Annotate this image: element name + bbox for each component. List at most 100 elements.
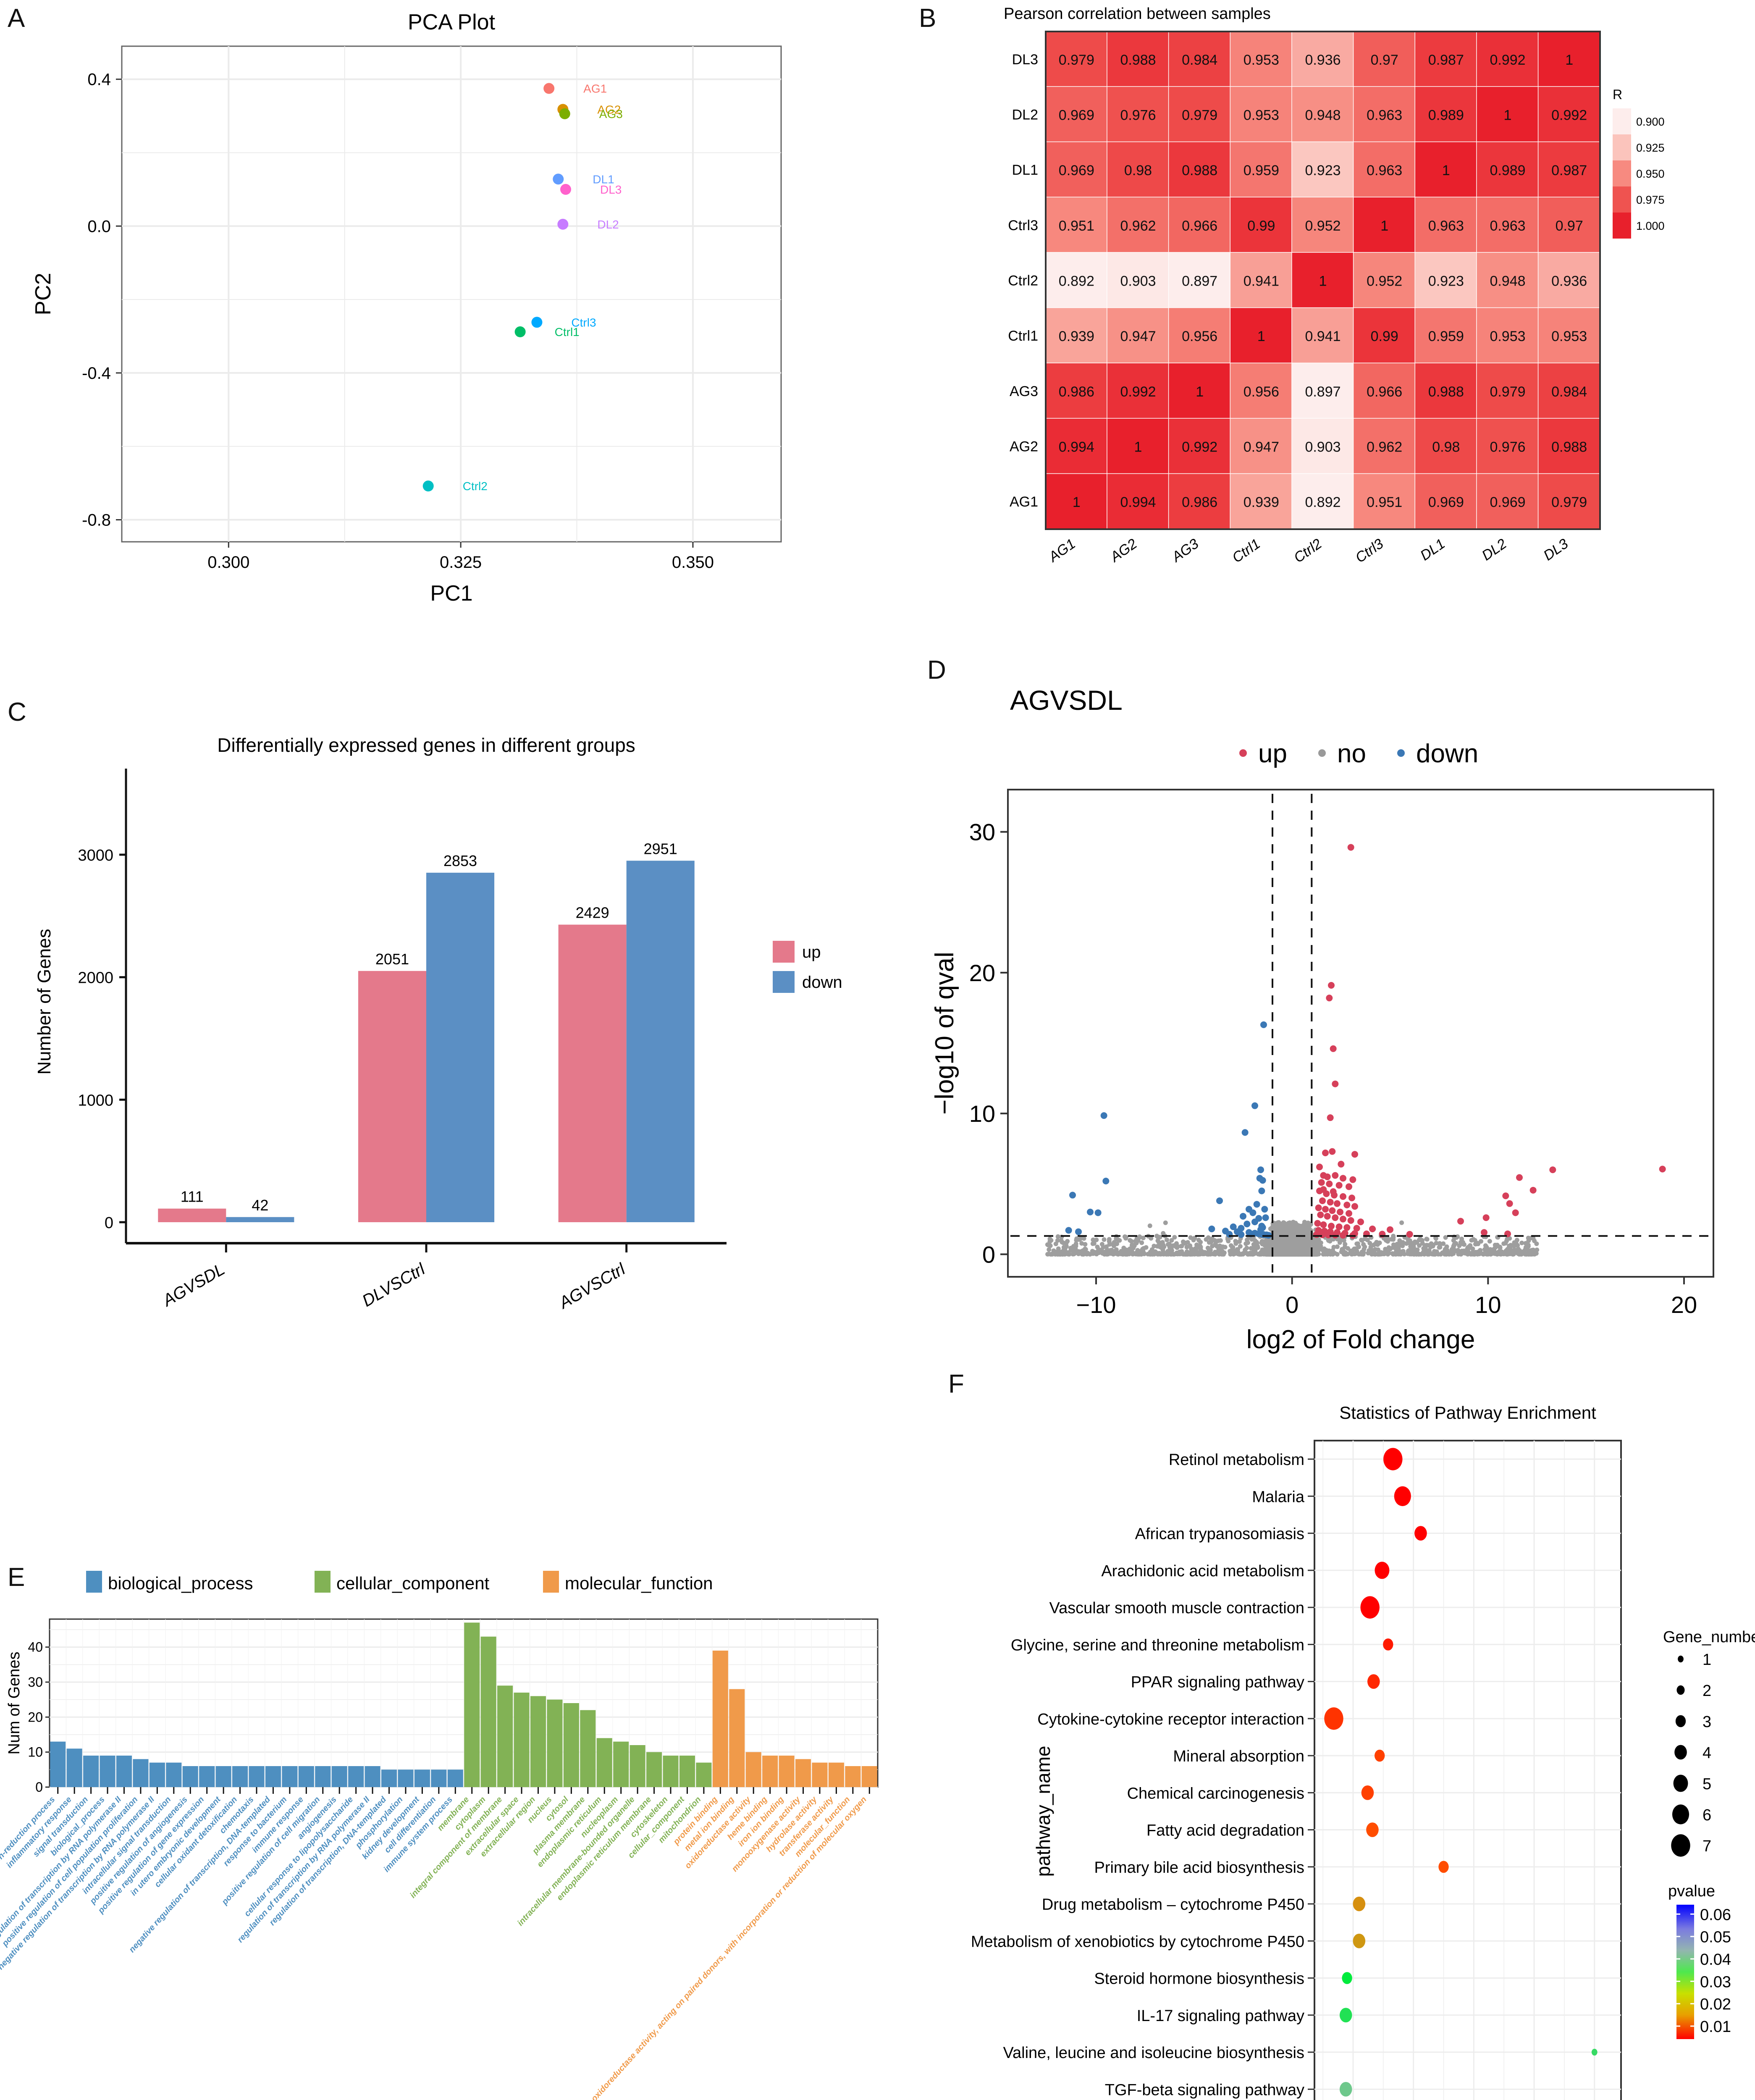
volcano-point-down	[1100, 1112, 1107, 1119]
heatmap-cell-value: 0.923	[1428, 273, 1464, 289]
heatmap-cell-value: 1	[1257, 328, 1265, 344]
volcano-point-no	[1426, 1243, 1431, 1248]
pca-point-label: DL1	[593, 173, 614, 186]
volcano-point-no	[1155, 1238, 1160, 1243]
heatmap-col-label: DL3	[1540, 536, 1571, 564]
volcano-point-no	[1375, 1247, 1380, 1252]
go-bar	[232, 1766, 248, 1787]
y-tick-label: 20	[28, 1709, 43, 1725]
heatmap-border	[1045, 31, 1601, 530]
volcano-point-no	[1498, 1245, 1503, 1250]
volcano-point-no	[1367, 1241, 1372, 1246]
heatmap-row-label: DL2	[1012, 107, 1038, 123]
volcano-point-no	[1075, 1250, 1080, 1255]
volcano-point-no	[1314, 1252, 1319, 1257]
y-tick-label: -0.4	[82, 364, 111, 383]
heatmap-cell-value: 0.984	[1182, 52, 1217, 68]
volcano-point-up	[1326, 995, 1333, 1002]
volcano-point-up	[1549, 1166, 1556, 1173]
volcano-point-no	[1335, 1244, 1340, 1249]
volcano-point-up	[1329, 1207, 1336, 1214]
size-legend-dot	[1678, 1655, 1684, 1663]
volcano-point-no	[1452, 1247, 1457, 1252]
volcano-point-no	[1055, 1234, 1060, 1239]
heatmap-cell	[1169, 32, 1230, 87]
heatmap-cell-value: 0.992	[1120, 384, 1156, 400]
heatmap-cell	[1292, 363, 1353, 418]
go-bar	[630, 1745, 645, 1787]
x-axis-label: PC1	[430, 581, 472, 606]
volcano-point-no	[1442, 1252, 1447, 1257]
heatmap-cell	[1354, 87, 1415, 142]
volcano-point-up	[1340, 1175, 1346, 1182]
volcano-point-down	[1251, 1102, 1258, 1109]
heatmap-cell	[1538, 87, 1600, 142]
bar	[358, 971, 426, 1222]
volcano-point-no	[1399, 1220, 1404, 1225]
volcano-point-no	[1092, 1250, 1097, 1255]
volcano-point-up	[1346, 1183, 1352, 1190]
volcano-point-no	[1348, 1248, 1353, 1253]
volcano-point-no	[1396, 1241, 1401, 1246]
heatmap-cell-value: 0.951	[1367, 494, 1402, 510]
heatmap-cell	[1354, 197, 1415, 252]
volcano-point-no	[1291, 1241, 1296, 1246]
size-legend-label: 5	[1703, 1775, 1711, 1793]
heatmap-cell-value: 0.979	[1059, 52, 1094, 68]
heatmap-cell-value: 0.936	[1305, 52, 1341, 68]
heatmap-cell	[1107, 418, 1168, 473]
heatmap-cell	[1477, 87, 1538, 142]
go-bar	[315, 1766, 331, 1787]
go-bar	[215, 1766, 231, 1787]
volcano-point-down	[1240, 1213, 1246, 1220]
volcano-point-no	[1312, 1244, 1317, 1249]
volcano-point-no	[1259, 1240, 1264, 1245]
pca-point-label: Ctrl3	[571, 316, 596, 329]
pca-point-label: AG3	[599, 108, 623, 121]
volcano-point-up	[1322, 1149, 1329, 1156]
volcano-point-up	[1335, 1223, 1343, 1230]
volcano-point-no	[1047, 1247, 1052, 1252]
volcano-point-no	[1301, 1229, 1306, 1234]
go-bar	[431, 1769, 447, 1787]
volcano-point-up	[1319, 1197, 1326, 1204]
panel-e-letter: E	[8, 1563, 25, 1592]
pathway-dot	[1361, 1785, 1374, 1800]
volcano-point-up	[1332, 1231, 1339, 1239]
pathway-dot	[1394, 1486, 1411, 1506]
volcano-point-up	[1330, 1188, 1337, 1195]
y-tick-label: 30	[969, 819, 995, 845]
x-axis-label: log2 of Fold change	[1246, 1325, 1475, 1354]
volcano-legend-dot	[1318, 749, 1326, 757]
volcano-point-up	[1328, 982, 1335, 989]
heatmap-cell-value: 0.969	[1059, 108, 1094, 123]
heatmap-cell	[1415, 32, 1477, 87]
heatmap-cell-value: 0.97	[1556, 218, 1583, 234]
volcano-point-no	[1238, 1252, 1243, 1257]
heatmap-cell	[1107, 32, 1168, 87]
volcano-point-no	[1231, 1252, 1236, 1257]
volcano-point-no	[1420, 1238, 1425, 1243]
volcano-point-no	[1507, 1236, 1512, 1241]
go-bar	[249, 1766, 265, 1787]
pca-point-label: AG1	[583, 82, 607, 95]
correlation-heatmap: Pearson correlation between samples 0.979…	[1004, 5, 1665, 566]
volcano-point-up	[1328, 1223, 1335, 1230]
pathway-label: Drug metabolism – cytochrome P450	[1042, 1896, 1304, 1914]
heatmap-cell	[1477, 32, 1538, 87]
volcano-point-no	[1226, 1239, 1231, 1244]
heatmap-cell-value: 0.988	[1182, 163, 1217, 178]
volcano-point-no	[1129, 1243, 1134, 1248]
heatmap-row-label: DL3	[1012, 52, 1038, 68]
volcano-point-no	[1329, 1250, 1334, 1255]
volcano-point-no	[1045, 1252, 1050, 1257]
volcano-point-no	[1534, 1241, 1539, 1246]
heatmap-cell-value: 0.962	[1367, 439, 1402, 455]
pathway-label: Steroid hormone biosynthesis	[1094, 1970, 1304, 1988]
heatmap-cell-value: 0.984	[1551, 384, 1587, 400]
pathway-dot	[1383, 1638, 1393, 1651]
volcano-point-no	[1425, 1249, 1430, 1254]
size-legend-dot	[1671, 1834, 1690, 1857]
heatmap-cell-value: 0.988	[1120, 52, 1156, 68]
heatmap-cell-value: 0.969	[1428, 494, 1464, 510]
